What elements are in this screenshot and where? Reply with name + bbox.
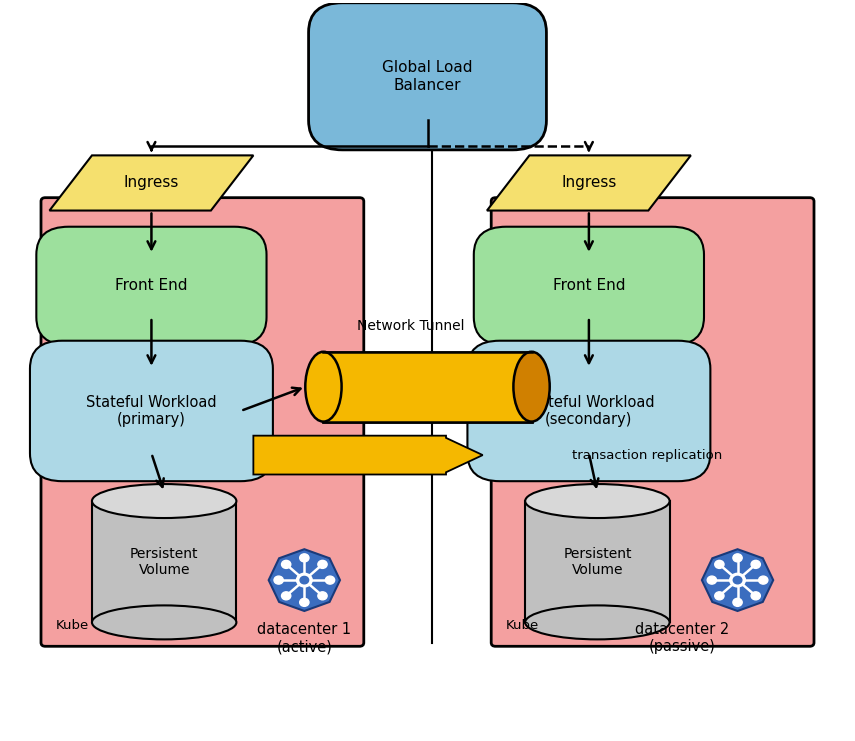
FancyBboxPatch shape: [36, 227, 267, 345]
Text: Persistent
Volume: Persistent Volume: [563, 547, 632, 576]
Circle shape: [318, 592, 327, 600]
Ellipse shape: [525, 484, 669, 518]
Text: Front End: Front End: [115, 279, 188, 293]
Text: datacenter 2
(passive): datacenter 2 (passive): [635, 622, 729, 654]
Circle shape: [300, 554, 309, 562]
Text: Kube: Kube: [56, 619, 89, 631]
Text: Ingress: Ingress: [124, 176, 179, 190]
Circle shape: [734, 576, 742, 584]
Polygon shape: [253, 436, 483, 474]
Text: Stateful Workload
(primary): Stateful Workload (primary): [86, 395, 217, 427]
Circle shape: [300, 576, 309, 584]
Bar: [92, 501, 236, 622]
Ellipse shape: [92, 605, 236, 639]
Text: Network Tunnel: Network Tunnel: [357, 319, 464, 333]
FancyBboxPatch shape: [474, 227, 704, 345]
Text: Kube: Kube: [505, 619, 539, 631]
Circle shape: [715, 560, 724, 568]
FancyBboxPatch shape: [30, 341, 273, 481]
Bar: [525, 501, 669, 622]
Circle shape: [715, 592, 724, 600]
Text: datacenter 1
(active): datacenter 1 (active): [257, 622, 351, 654]
Circle shape: [758, 576, 768, 584]
Circle shape: [751, 592, 760, 600]
Circle shape: [281, 592, 291, 600]
Text: Front End: Front End: [552, 279, 625, 293]
Text: Stateful Workload
(secondary): Stateful Workload (secondary): [523, 395, 654, 427]
Circle shape: [729, 574, 746, 587]
Text: transaction replication: transaction replication: [572, 448, 722, 462]
Ellipse shape: [513, 352, 550, 422]
FancyBboxPatch shape: [41, 198, 363, 646]
Circle shape: [300, 598, 309, 606]
Ellipse shape: [305, 352, 342, 422]
Circle shape: [274, 576, 283, 584]
Circle shape: [733, 598, 742, 606]
FancyBboxPatch shape: [309, 3, 546, 150]
Circle shape: [751, 560, 760, 568]
Text: Global Load
Balancer: Global Load Balancer: [382, 60, 473, 93]
Bar: [323, 352, 532, 422]
Circle shape: [281, 560, 291, 568]
Circle shape: [318, 560, 327, 568]
FancyBboxPatch shape: [468, 341, 711, 481]
Ellipse shape: [525, 605, 669, 639]
Text: Persistent
Volume: Persistent Volume: [130, 547, 198, 576]
Polygon shape: [50, 156, 253, 210]
Circle shape: [707, 576, 716, 584]
Circle shape: [326, 576, 334, 584]
Circle shape: [733, 554, 742, 562]
Bar: [323, 352, 532, 422]
FancyBboxPatch shape: [492, 198, 814, 646]
Polygon shape: [487, 156, 691, 210]
Polygon shape: [268, 549, 340, 611]
Text: Ingress: Ingress: [561, 176, 616, 190]
Circle shape: [297, 574, 312, 587]
Polygon shape: [702, 549, 773, 611]
Ellipse shape: [92, 484, 236, 518]
